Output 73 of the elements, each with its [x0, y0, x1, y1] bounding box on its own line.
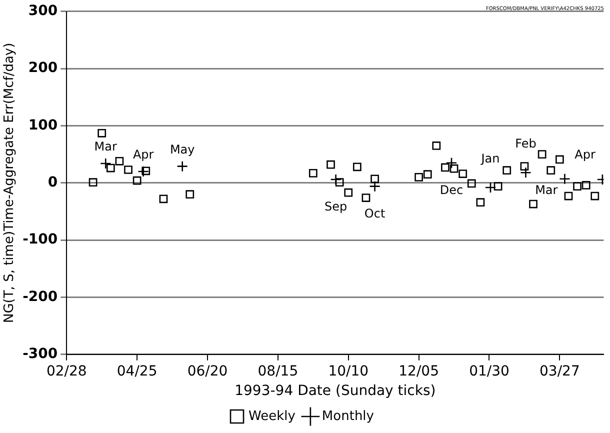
y-tick-label: 300	[28, 3, 58, 20]
point	[326, 160, 335, 169]
point	[335, 178, 344, 187]
point	[88, 178, 98, 187]
annotation: Dec	[440, 183, 464, 198]
x-tick-label: 08/15	[258, 363, 298, 380]
annotation: Mar	[94, 140, 118, 154]
point	[124, 166, 132, 174]
x-axis-title: 1993-94 Date (Sunday ticks)	[234, 383, 436, 400]
legend-label: Weekly	[248, 408, 296, 424]
y-tick-label: -200	[22, 288, 58, 305]
point	[520, 162, 529, 171]
annotation: Apr	[132, 148, 154, 162]
y-axis-title: NG(T, S, time)Time-Aggregate Err(Mcf/day)	[2, 42, 18, 324]
point	[450, 164, 458, 173]
point	[555, 155, 564, 164]
point	[458, 170, 468, 178]
point	[330, 174, 342, 186]
point	[520, 166, 532, 178]
point	[414, 173, 423, 182]
point	[590, 192, 600, 200]
point	[369, 180, 380, 192]
point	[138, 166, 150, 178]
x-tick-label: 01/30	[469, 363, 510, 380]
point	[467, 179, 476, 188]
point	[441, 163, 450, 172]
x-tick-label: 10/10	[328, 363, 369, 380]
x-tick-label: 12/05	[398, 363, 439, 380]
y-tick-label: -100	[22, 232, 58, 248]
point	[502, 166, 512, 175]
point	[573, 182, 582, 191]
legend-label: Monthly	[322, 408, 374, 424]
y-tick-label: 100	[28, 117, 58, 134]
y-tick-label: 200	[28, 60, 58, 76]
point	[98, 128, 106, 138]
point	[176, 160, 188, 172]
point	[582, 181, 590, 190]
point	[132, 176, 142, 185]
y-tick-label: -300	[22, 346, 58, 362]
annotation: Jan	[480, 152, 500, 166]
point	[529, 200, 538, 208]
point	[446, 157, 458, 169]
point	[484, 182, 496, 194]
x-tick-label: 04/25	[116, 363, 158, 380]
point	[476, 198, 485, 207]
point	[352, 162, 362, 172]
point	[115, 156, 124, 166]
point	[308, 168, 318, 178]
annotation: Feb	[515, 136, 536, 151]
point	[559, 173, 570, 185]
annotation: Apr	[574, 148, 596, 162]
point	[159, 194, 168, 204]
point	[423, 170, 432, 179]
point	[546, 166, 556, 175]
point	[494, 182, 502, 191]
annotation: Oct	[364, 206, 386, 220]
point	[564, 192, 573, 200]
point	[186, 190, 194, 199]
point	[432, 142, 441, 150]
annotation: Mar	[535, 183, 558, 198]
x-tick-label: 06/20	[187, 363, 228, 380]
point	[100, 158, 112, 170]
point	[344, 188, 353, 197]
annotation: Sep	[324, 200, 348, 214]
point	[142, 166, 150, 176]
annotation: May	[170, 142, 195, 156]
point	[538, 150, 546, 158]
point	[106, 164, 115, 172]
point	[362, 194, 370, 202]
x-tick-label: 02/28	[46, 363, 87, 380]
y-tick-label: 0	[48, 174, 58, 191]
point	[370, 174, 379, 184]
x-tick-label: 03/27	[540, 363, 580, 380]
